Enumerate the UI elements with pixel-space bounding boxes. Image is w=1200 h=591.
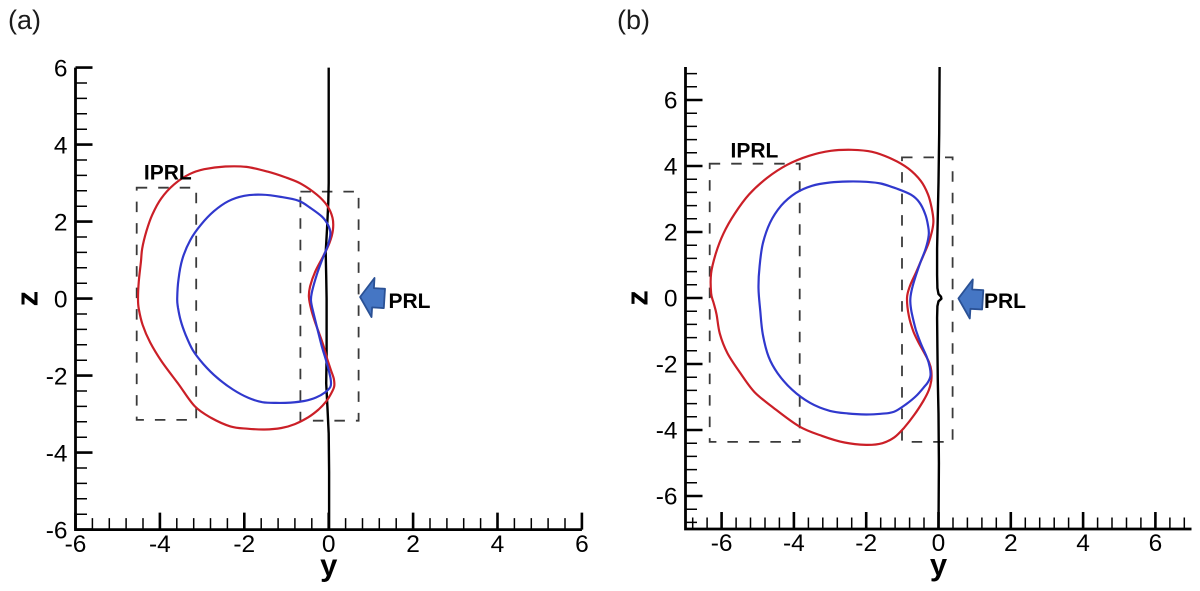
svg-text:IPRL: IPRL	[731, 139, 779, 162]
svg-text:-6: -6	[656, 484, 678, 511]
svg-text:0: 0	[932, 530, 946, 557]
svg-text:IPRL: IPRL	[144, 162, 192, 185]
svg-text:PRL: PRL	[984, 290, 1026, 313]
svg-text:-4: -4	[656, 418, 678, 445]
svg-text:-6: -6	[711, 530, 733, 557]
svg-text:6: 6	[664, 88, 678, 115]
svg-text:-2: -2	[855, 530, 877, 557]
svg-text:z: z	[619, 290, 654, 306]
svg-text:-4: -4	[46, 440, 68, 467]
svg-text:-2: -2	[656, 352, 678, 379]
svg-text:z: z	[9, 291, 44, 307]
svg-text:0: 0	[54, 286, 68, 313]
svg-text:-2: -2	[233, 531, 255, 558]
svg-text:4: 4	[54, 132, 68, 159]
svg-text:y: y	[930, 547, 948, 582]
svg-text:-6: -6	[46, 517, 68, 544]
svg-text:(b): (b)	[617, 5, 650, 35]
svg-text:6: 6	[1149, 530, 1163, 557]
svg-text:2: 2	[664, 220, 678, 247]
svg-text:(a): (a)	[8, 5, 41, 35]
svg-text:2: 2	[1004, 530, 1018, 557]
svg-text:6: 6	[54, 55, 68, 82]
svg-text:-2: -2	[46, 363, 68, 390]
svg-text:4: 4	[491, 531, 505, 558]
svg-text:y: y	[320, 548, 338, 583]
svg-text:4: 4	[1076, 530, 1090, 557]
svg-text:-4: -4	[783, 530, 805, 557]
svg-text:-4: -4	[149, 531, 171, 558]
svg-text:0: 0	[664, 286, 678, 313]
svg-text:PRL: PRL	[389, 290, 431, 313]
svg-text:-6: -6	[65, 531, 87, 558]
svg-text:0: 0	[322, 531, 336, 558]
svg-text:2: 2	[54, 209, 68, 236]
svg-text:6: 6	[575, 531, 589, 558]
svg-text:4: 4	[664, 154, 678, 181]
svg-text:2: 2	[406, 531, 420, 558]
